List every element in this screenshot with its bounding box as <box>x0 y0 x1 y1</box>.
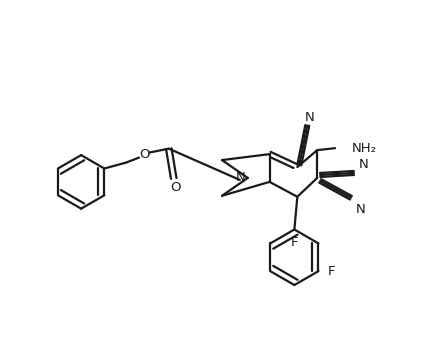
Text: N: N <box>304 111 314 124</box>
Text: F: F <box>328 265 335 277</box>
Text: N: N <box>359 158 369 171</box>
Text: N: N <box>236 171 246 185</box>
Text: O: O <box>139 148 149 161</box>
Text: F: F <box>291 236 298 249</box>
Text: O: O <box>170 181 181 194</box>
Text: N: N <box>356 203 366 216</box>
Text: NH₂: NH₂ <box>352 142 377 155</box>
